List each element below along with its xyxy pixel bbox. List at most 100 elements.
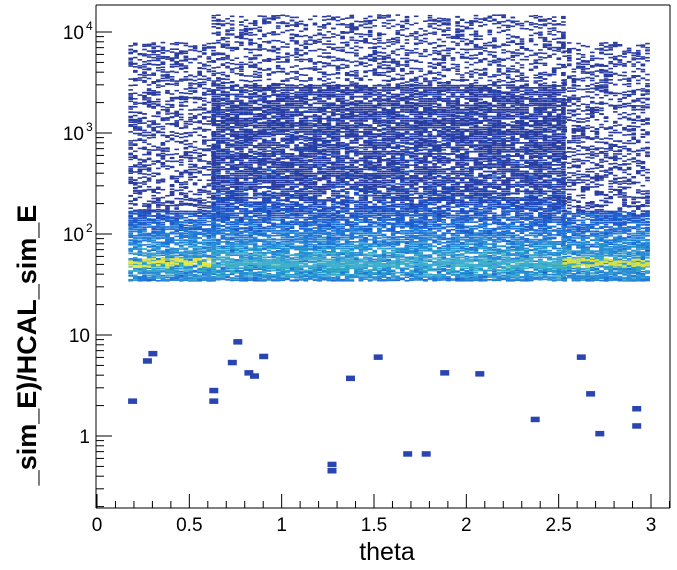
heatmap-cell [216,220,221,222]
heatmap-cell [179,253,184,256]
heatmap-cell [179,97,184,99]
heatmap-cell [179,52,184,55]
heatmap-cell [239,21,244,23]
heatmap-cell [188,151,193,153]
heatmap-cell [234,152,240,154]
heatmap-cell [275,153,281,155]
heatmap-cell [262,95,267,98]
heatmap-cell [174,140,179,143]
heatmap-cell [192,101,198,104]
heatmap-cell [216,33,221,35]
heatmap-cell [220,102,226,105]
heatmap-cell [229,273,235,276]
heatmap-cell [211,225,217,228]
heatmap-cell [142,97,147,99]
heatmap-cell [206,210,212,213]
heatmap-cell [160,278,166,280]
heatmap-cell [239,126,244,129]
heatmap-cell [252,258,258,261]
heatmap-cell [243,161,249,164]
heatmap-cell [151,197,156,200]
heatmap-cell [197,206,202,209]
heatmap-cell [252,236,258,239]
heatmap-cell [216,153,221,155]
heatmap-cell [165,217,170,220]
heatmap-cell [156,265,161,268]
heatmap-cell [137,250,143,253]
heatmap-cell [225,144,230,146]
heatmap-cell [165,117,170,120]
heatmap-cell [271,144,276,146]
heatmap-cell [280,46,286,48]
heatmap-cell [216,270,221,273]
heatmap-cell [234,199,240,201]
heatmap-cell [206,243,212,246]
heatmap-cell [275,177,281,179]
heatmap-cell [262,258,267,261]
heatmap-cell [216,42,221,44]
heatmap-cell [174,267,179,270]
heatmap-cell [271,142,276,144]
heatmap-cell [165,255,170,258]
heatmap-cell [156,149,161,151]
heatmap-cell [202,75,207,78]
heatmap-cell [133,276,138,279]
heatmap-cell [156,84,161,86]
heatmap-cell [289,131,295,134]
heatmap-cell [156,100,161,103]
heatmap-cell [262,234,267,237]
heatmap-cell [280,150,286,153]
heatmap-cell [252,87,258,89]
heatmap-cell [179,183,184,186]
heatmap-cell [275,58,281,60]
heatmap-cell [229,249,235,252]
heatmap-cell [206,267,212,269]
heatmap-cell [229,263,235,265]
heatmap-cell [165,243,170,246]
heatmap-cell [160,250,166,253]
heatmap-cell [142,219,147,222]
heatmap-cell [234,275,240,277]
heatmap-cell [216,39,221,42]
heatmap-cell [192,166,198,168]
heatmap-cell [169,76,175,78]
heatmap-cell [262,129,267,132]
heatmap-cell [142,272,147,275]
heatmap-cell [192,234,198,237]
heatmap-cell [234,222,240,224]
heatmap-cell [137,159,143,161]
heatmap-cell [225,133,230,135]
heatmap-cell [266,201,272,204]
heatmap-cell [234,259,240,261]
heatmap-cell [257,212,263,215]
heatmap-cell [257,245,263,248]
heatmap-cell [179,118,184,121]
heatmap-cell [216,83,221,85]
heatmap-cell [275,214,281,217]
heatmap-cell [133,143,138,145]
heatmap-cell [285,276,290,278]
heatmap-cell [257,122,263,124]
heatmap-cell [188,221,193,224]
heatmap-cell [146,186,152,188]
heatmap-cell [137,119,143,121]
heatmap-cell [142,164,147,166]
heatmap-cell [202,229,207,232]
heatmap-cell [262,35,267,37]
heatmap-cell [257,179,263,182]
heatmap-cell [179,270,184,273]
heatmap-cell [160,180,166,183]
heatmap-cell [211,232,217,234]
heatmap-cell [197,211,202,213]
heatmap-cell [206,93,212,96]
heatmap-cell [156,112,161,115]
heatmap-cell [243,214,249,217]
heatmap-peak-cell [156,264,161,267]
heatmap-cell [137,120,143,123]
heatmap-cell [216,131,221,133]
heatmap-cell [146,103,152,106]
heatmap-cell [216,84,221,87]
heatmap-peak-cell [160,260,166,263]
heatmap-cell [216,262,221,264]
heatmap-peak-cell [206,262,212,266]
